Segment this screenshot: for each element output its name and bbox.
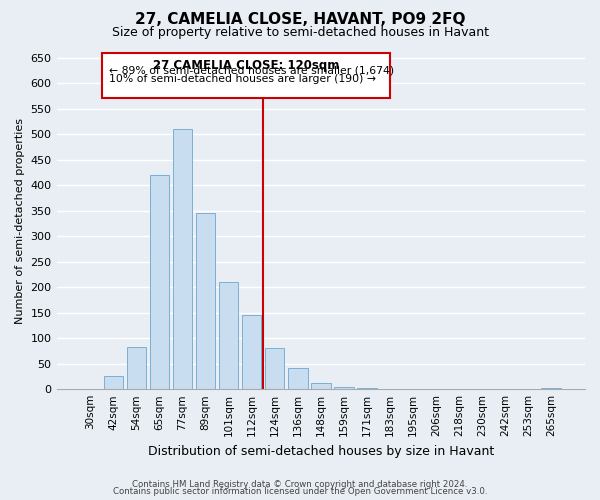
Text: Size of property relative to semi-detached houses in Havant: Size of property relative to semi-detach…: [112, 26, 488, 39]
Text: Contains public sector information licensed under the Open Government Licence v3: Contains public sector information licen…: [113, 488, 487, 496]
Bar: [173, 129, 193, 389]
Bar: [357, 388, 377, 389]
X-axis label: Distribution of semi-detached houses by size in Havant: Distribution of semi-detached houses by …: [148, 444, 494, 458]
Bar: [311, 383, 331, 389]
Text: Contains HM Land Registry data © Crown copyright and database right 2024.: Contains HM Land Registry data © Crown c…: [132, 480, 468, 489]
Text: 27 CAMELIA CLOSE: 120sqm: 27 CAMELIA CLOSE: 120sqm: [152, 58, 339, 71]
Bar: [127, 347, 146, 389]
Bar: [219, 282, 238, 389]
Text: 27, CAMELIA CLOSE, HAVANT, PO9 2FQ: 27, CAMELIA CLOSE, HAVANT, PO9 2FQ: [135, 12, 465, 28]
Text: 10% of semi-detached houses are larger (190) →: 10% of semi-detached houses are larger (…: [109, 74, 376, 84]
Bar: [104, 376, 123, 389]
Bar: [149, 175, 169, 389]
Bar: [196, 213, 215, 389]
Y-axis label: Number of semi-detached properties: Number of semi-detached properties: [15, 118, 25, 324]
Bar: [334, 386, 353, 389]
Bar: [541, 388, 561, 389]
Bar: [242, 315, 262, 389]
Bar: [288, 368, 308, 389]
FancyBboxPatch shape: [102, 52, 390, 98]
Bar: [265, 348, 284, 389]
Text: ← 89% of semi-detached houses are smaller (1,674): ← 89% of semi-detached houses are smalle…: [109, 66, 394, 76]
